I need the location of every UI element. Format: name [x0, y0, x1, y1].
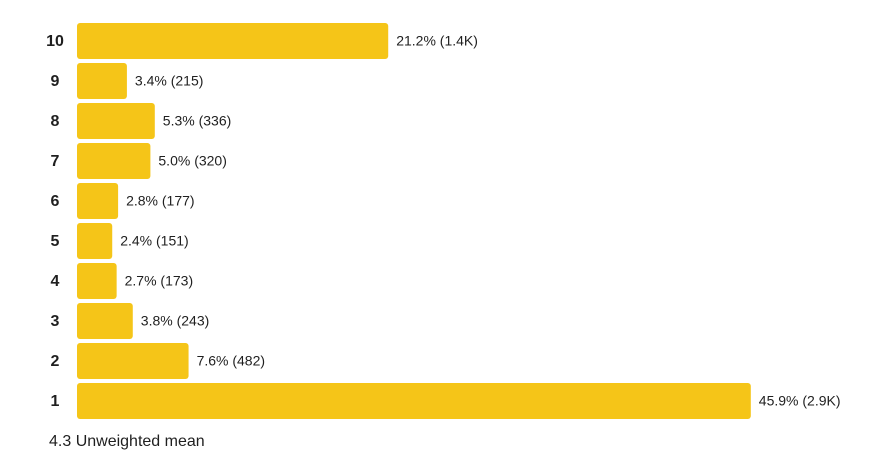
bar	[77, 303, 133, 339]
data-label: 5.3% (336)	[163, 113, 231, 129]
chart-note: 4.3 Unweighted mean	[49, 433, 205, 450]
data-label: 45.9% (2.9K)	[759, 393, 841, 409]
bar	[77, 103, 155, 139]
category-label: 4	[51, 273, 60, 290]
bar	[77, 23, 389, 59]
category-label: 7	[51, 153, 60, 170]
bar	[77, 183, 119, 219]
category-label: 6	[51, 193, 60, 210]
bar	[77, 223, 113, 259]
data-label: 5.0% (320)	[158, 153, 226, 169]
category-label: 9	[51, 73, 60, 90]
data-label: 2.7% (173)	[125, 273, 193, 289]
category-label: 2	[51, 353, 60, 370]
bar	[77, 343, 189, 379]
data-label: 3.8% (243)	[141, 313, 209, 329]
category-label: 5	[51, 233, 60, 250]
data-label: 7.6% (482)	[197, 353, 265, 369]
category-label: 3	[51, 313, 60, 330]
category-label: 10	[46, 33, 64, 50]
category-label: 1	[51, 393, 60, 410]
bar	[77, 383, 751, 419]
category-label: 8	[51, 113, 60, 130]
bar	[77, 63, 127, 99]
data-label: 3.4% (215)	[135, 73, 203, 89]
bar	[77, 143, 151, 179]
bar	[77, 263, 117, 299]
data-label: 2.8% (177)	[126, 193, 194, 209]
data-label: 21.2% (1.4K)	[396, 33, 478, 49]
data-label: 2.4% (151)	[120, 233, 188, 249]
